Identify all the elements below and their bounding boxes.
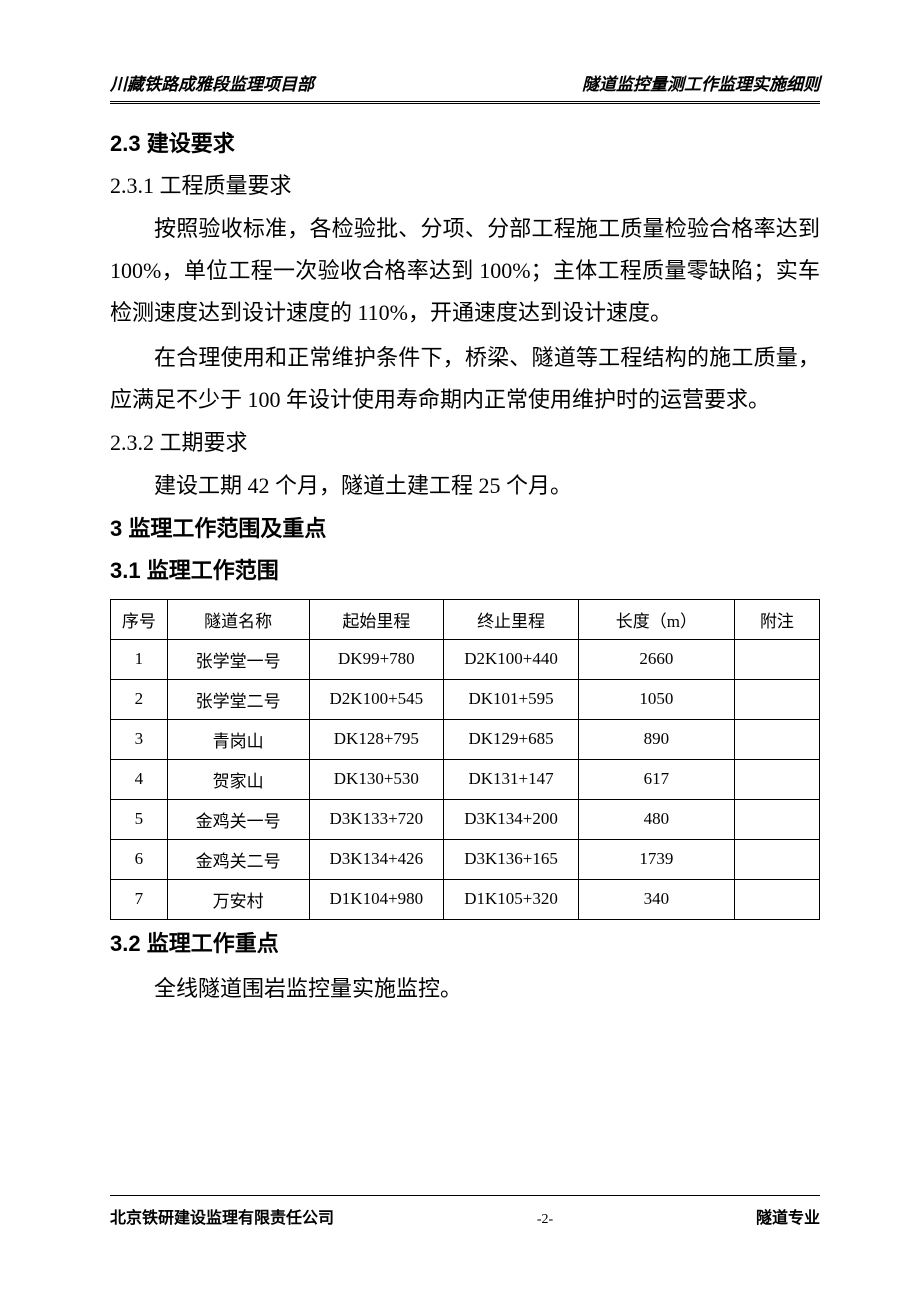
table-row: 4贺家山DK130+530DK131+147617 xyxy=(111,759,820,799)
header-rule xyxy=(110,101,820,104)
page-header: 川藏铁路成雅段监理项目部 隧道监控量测工作监理实施细则 xyxy=(110,70,820,95)
table-cell: D2K100+440 xyxy=(444,639,579,679)
table-row: 3青岗山DK128+795DK129+685890 xyxy=(111,719,820,759)
table-cell: D1K105+320 xyxy=(444,879,579,919)
table-row: 1张学堂一号DK99+780D2K100+4402660 xyxy=(111,639,820,679)
paragraph-4: 全线隧道围岩监控量实施监控。 xyxy=(110,968,820,1010)
table-cell: D3K134+426 xyxy=(309,839,444,879)
table-cell: 金鸡关二号 xyxy=(167,839,309,879)
table-cell: DK131+147 xyxy=(444,759,579,799)
table-row: 7万安村D1K104+980D1K105+320340 xyxy=(111,879,820,919)
table-cell: 1739 xyxy=(578,839,734,879)
th-length: 长度（m） xyxy=(578,599,734,639)
table-row: 6金鸡关二号D3K134+426D3K136+1651739 xyxy=(111,839,820,879)
th-seq: 序号 xyxy=(111,599,168,639)
tunnel-scope-table: 序号 隧道名称 起始里程 终止里程 长度（m） 附注 1张学堂一号DK99+78… xyxy=(110,599,820,920)
table-cell: 1 xyxy=(111,639,168,679)
table-cell xyxy=(734,799,819,839)
th-name: 隧道名称 xyxy=(167,599,309,639)
table-cell: DK128+795 xyxy=(309,719,444,759)
table-cell xyxy=(734,639,819,679)
table-cell: D2K100+545 xyxy=(309,679,444,719)
th-note: 附注 xyxy=(734,599,819,639)
table-cell: D3K136+165 xyxy=(444,839,579,879)
paragraph-2: 在合理使用和正常维护条件下，桥梁、隧道等工程结构的施工质量，应满足不少于 100… xyxy=(110,337,820,421)
table-cell: 金鸡关一号 xyxy=(167,799,309,839)
heading-3-1: 3.1 监理工作范围 xyxy=(110,553,820,585)
table-row: 2张学堂二号D2K100+545DK101+5951050 xyxy=(111,679,820,719)
table-row: 5金鸡关一号D3K133+720D3K134+200480 xyxy=(111,799,820,839)
footer-right: 隧道专业 xyxy=(756,1204,820,1228)
table-cell: 6 xyxy=(111,839,168,879)
table-cell: 3 xyxy=(111,719,168,759)
footer-rule xyxy=(110,1195,820,1196)
table-cell xyxy=(734,839,819,879)
table-cell: DK101+595 xyxy=(444,679,579,719)
table-cell: 1050 xyxy=(578,679,734,719)
th-end: 终止里程 xyxy=(444,599,579,639)
table-cell: 贺家山 xyxy=(167,759,309,799)
table-cell: 340 xyxy=(578,879,734,919)
page-footer: 北京铁研建设监理有限责任公司 -2- 隧道专业 xyxy=(110,1195,820,1228)
heading-3: 3 监理工作范围及重点 xyxy=(110,511,820,543)
paragraph-3: 建设工期 42 个月，隧道土建工程 25 个月。 xyxy=(110,465,820,507)
table-cell: 617 xyxy=(578,759,734,799)
footer-page-number: -2- xyxy=(537,1212,553,1228)
table-header-row: 序号 隧道名称 起始里程 终止里程 长度（m） 附注 xyxy=(111,599,820,639)
table-cell: 480 xyxy=(578,799,734,839)
table-cell: D1K104+980 xyxy=(309,879,444,919)
table-cell xyxy=(734,879,819,919)
table-cell: 青岗山 xyxy=(167,719,309,759)
table-cell: D3K134+200 xyxy=(444,799,579,839)
table-cell xyxy=(734,679,819,719)
table-cell: D3K133+720 xyxy=(309,799,444,839)
table-cell: DK130+530 xyxy=(309,759,444,799)
table-cell: 4 xyxy=(111,759,168,799)
table-cell: 张学堂二号 xyxy=(167,679,309,719)
table-cell: 万安村 xyxy=(167,879,309,919)
header-left: 川藏铁路成雅段监理项目部 xyxy=(110,70,314,95)
heading-2-3-2: 2.3.2 工期要求 xyxy=(110,425,820,457)
table-cell xyxy=(734,719,819,759)
heading-2-3: 2.3 建设要求 xyxy=(110,126,820,158)
heading-3-2: 3.2 监理工作重点 xyxy=(110,926,820,958)
footer-left: 北京铁研建设监理有限责任公司 xyxy=(110,1204,334,1228)
table-cell xyxy=(734,759,819,799)
paragraph-1: 按照验收标准，各检验批、分项、分部工程施工质量检验合格率达到 100%，单位工程… xyxy=(110,208,820,333)
table-cell: 2660 xyxy=(578,639,734,679)
table-cell: 张学堂一号 xyxy=(167,639,309,679)
table-cell: DK129+685 xyxy=(444,719,579,759)
table-cell: 2 xyxy=(111,679,168,719)
heading-2-3-1: 2.3.1 工程质量要求 xyxy=(110,168,820,200)
table-cell: 5 xyxy=(111,799,168,839)
th-start: 起始里程 xyxy=(309,599,444,639)
header-right: 隧道监控量测工作监理实施细则 xyxy=(582,70,820,95)
table-cell: DK99+780 xyxy=(309,639,444,679)
table-cell: 890 xyxy=(578,719,734,759)
table-cell: 7 xyxy=(111,879,168,919)
